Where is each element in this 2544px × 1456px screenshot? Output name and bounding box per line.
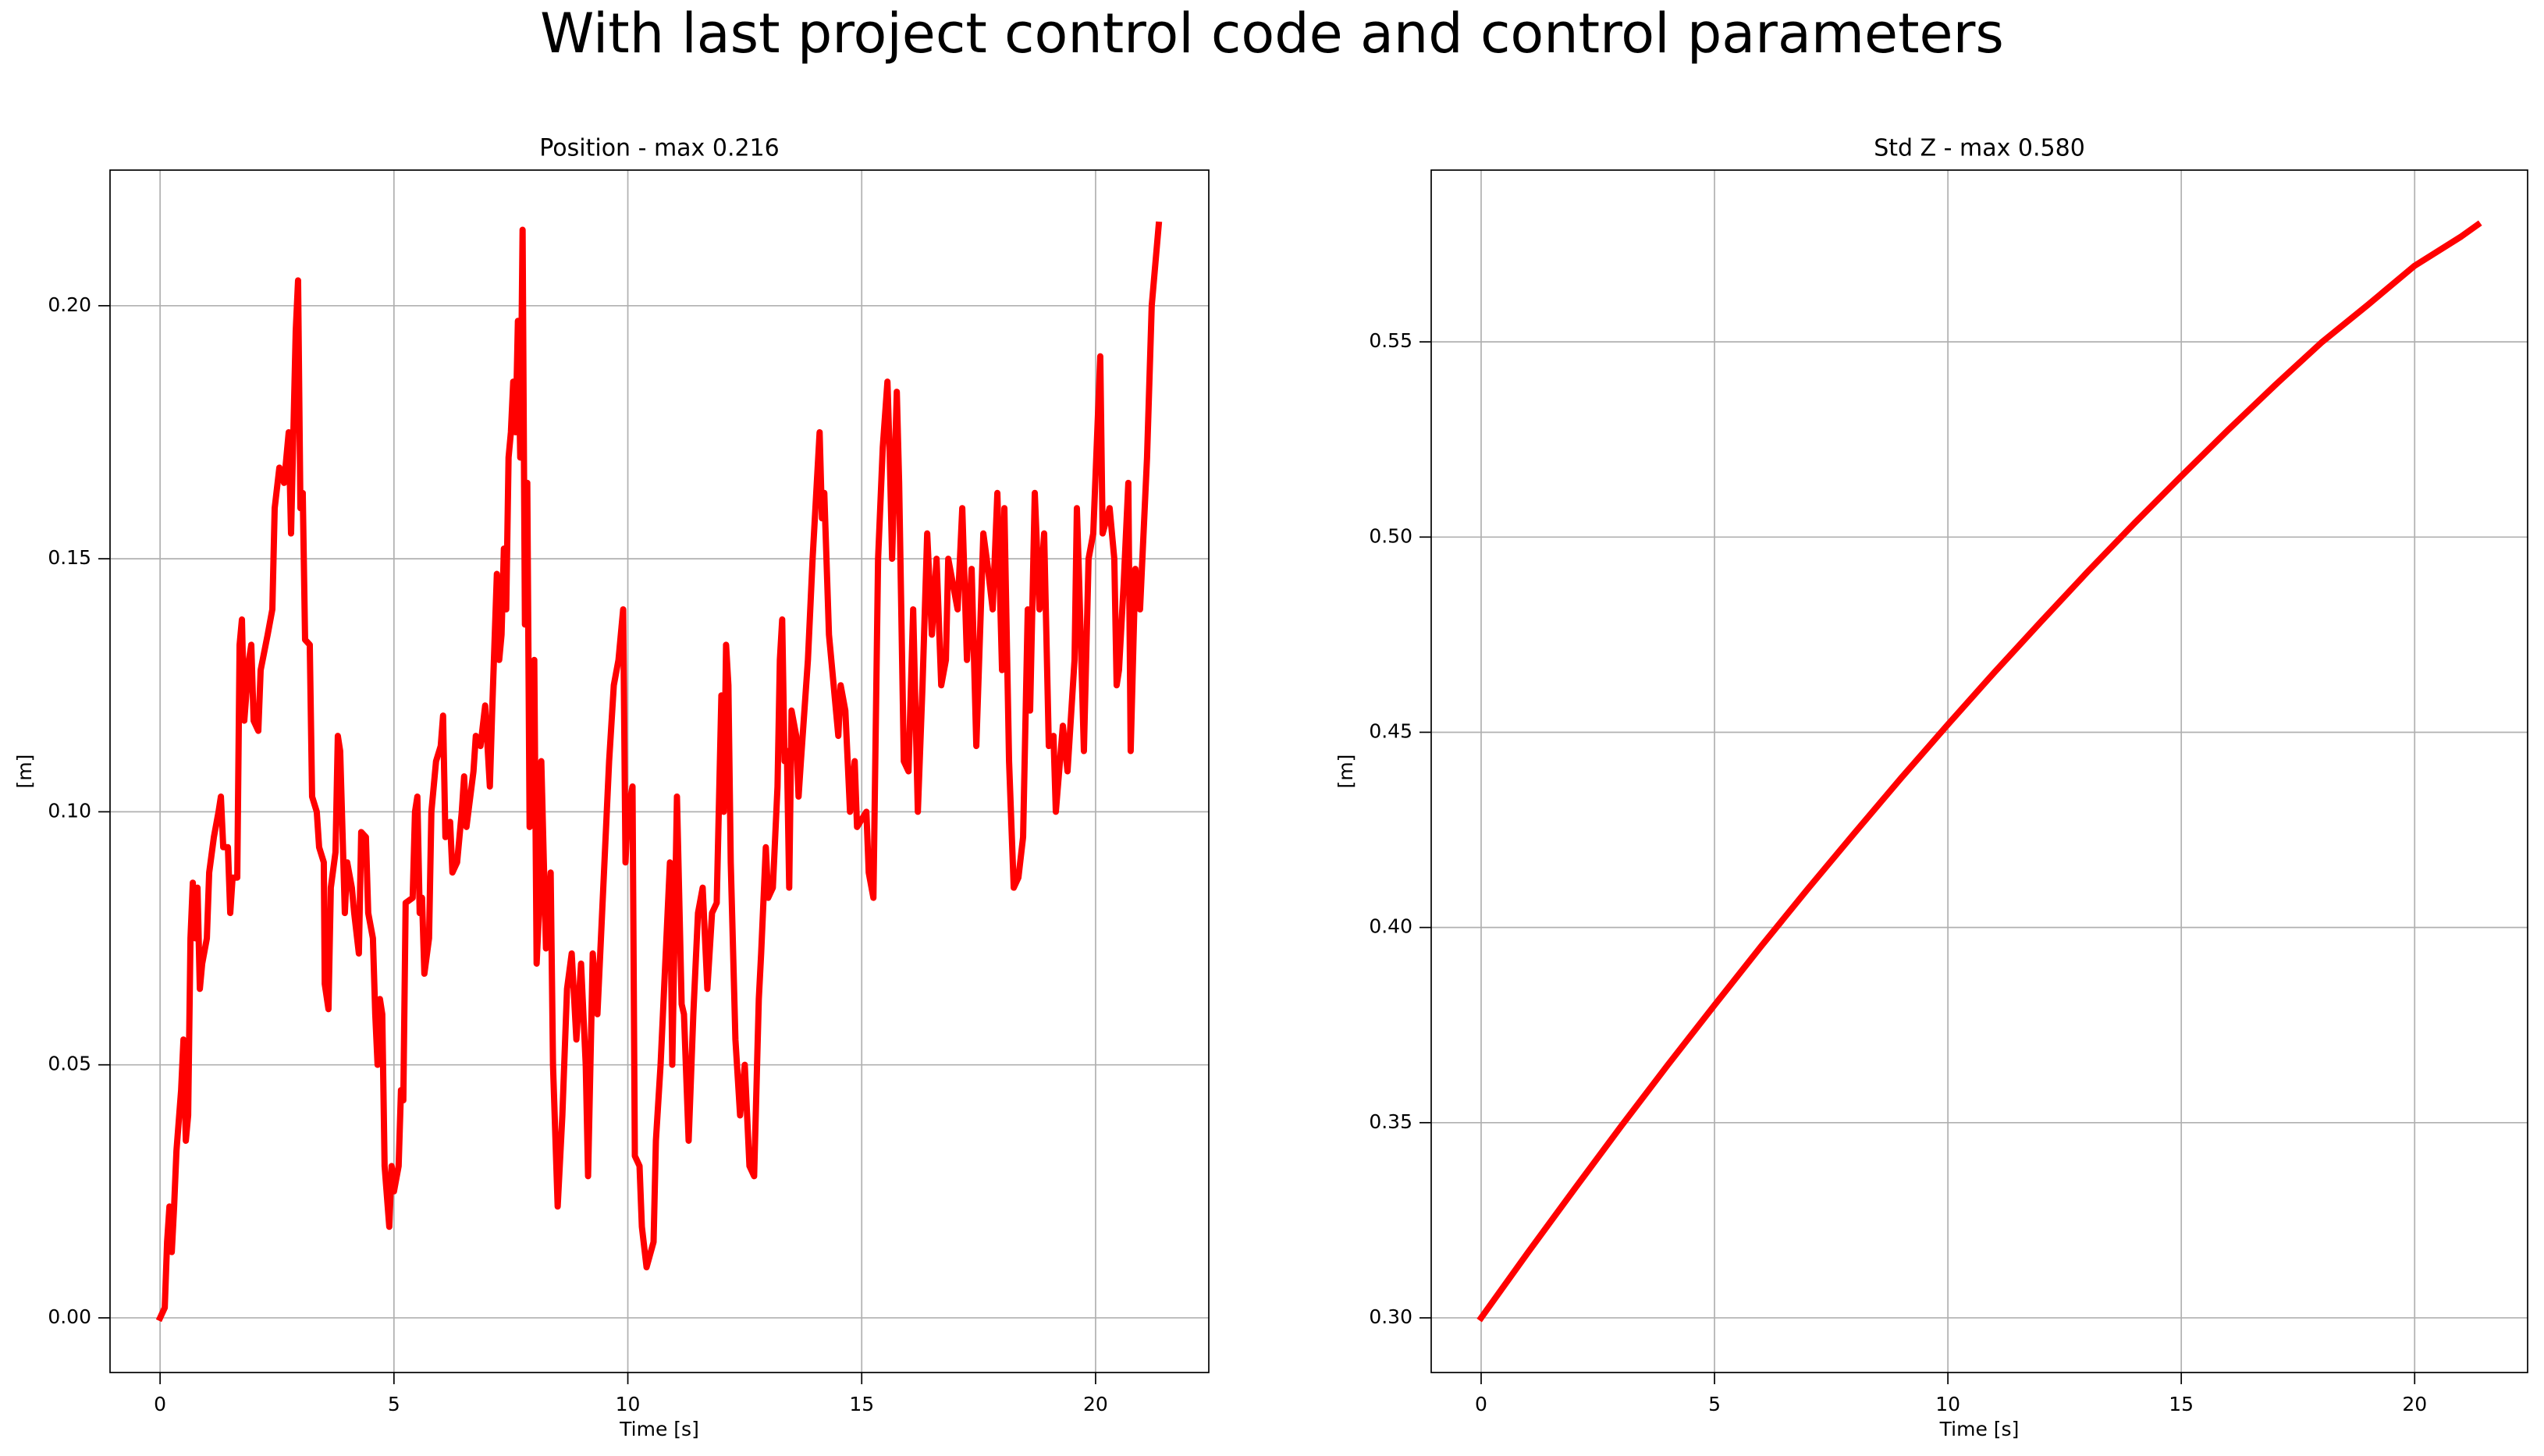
y-tick-label: 0.10 [48,799,91,822]
x-tick-label: 0 [1475,1393,1487,1415]
x-tick-label: 20 [1083,1393,1108,1415]
y-tick-label: 0.05 [48,1053,91,1075]
x-tick-label: 10 [1935,1393,1960,1415]
y-tick-label: 0.35 [1369,1110,1412,1133]
y-tick-label: 0.30 [1369,1305,1412,1328]
x-axis-label: Time [s] [1939,1418,2020,1440]
data-line [155,221,1163,1323]
x-tick-label: 15 [849,1393,874,1415]
y-tick-label: 0.20 [48,293,91,316]
y-tick-label: 0.55 [1369,329,1412,352]
subplot-title: Position - max 0.216 [539,135,780,162]
y-axis-label: [m] [1334,755,1357,789]
axes-frame [109,169,1210,1373]
y-tick-label: 0.00 [48,1305,91,1328]
x-tick-label: 15 [2169,1393,2194,1415]
x-tick-label: 5 [388,1393,400,1415]
x-tick-label: 10 [616,1393,641,1415]
y-axis-label: [m] [13,755,36,789]
y-tick-label: 0.40 [1369,915,1412,938]
data-line [1476,220,2482,1323]
figure-title: With last project control code and contr… [540,2,2004,66]
y-tick-label: 0.15 [48,546,91,569]
subplot-title: Std Z - max 0.580 [1874,135,2085,162]
x-tick-label: 0 [154,1393,166,1415]
x-axis-label: Time [s] [619,1418,699,1440]
x-tick-label: 20 [2402,1393,2427,1415]
y-tick-label: 0.45 [1369,719,1412,742]
axes-frame [1430,169,2528,1373]
y-tick-label: 0.50 [1369,524,1412,547]
x-tick-label: 5 [1708,1393,1721,1415]
